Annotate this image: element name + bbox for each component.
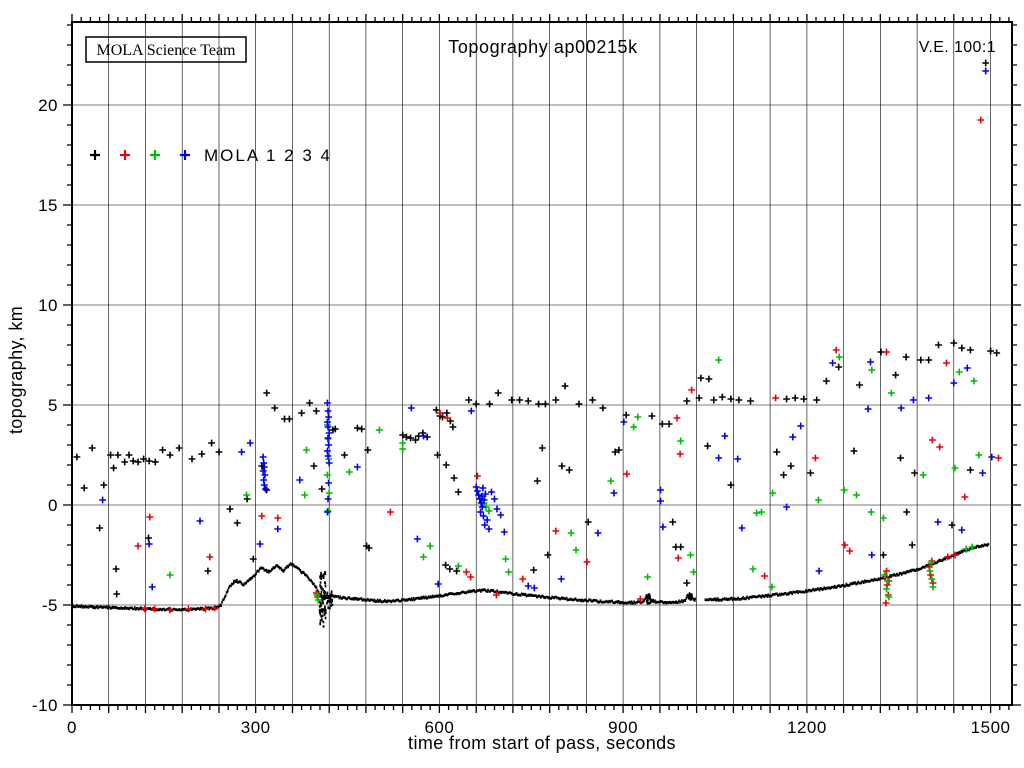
scatter-mola-1 — [73, 59, 1001, 598]
y-tick-label: 20 — [38, 96, 58, 115]
y-tick-label: 0 — [48, 496, 58, 515]
chart-title: Topography ap00215k — [448, 37, 638, 57]
y-tick-label: 15 — [38, 196, 58, 215]
vertical-exaggeration-label: V.E. 100:1 — [919, 39, 996, 56]
legend-marker-mola-4 — [180, 150, 190, 160]
legend-label: MOLA 1 2 3 4 — [204, 146, 332, 165]
team-credit-box: MOLA Science Team — [85, 36, 247, 63]
y-tick-label: 5 — [48, 396, 58, 415]
team-label: MOLA Science Team — [97, 42, 237, 59]
legend-marker-mola-2 — [120, 150, 130, 160]
x-tick-label: 1500 — [971, 718, 1011, 737]
axis-ticks — [63, 14, 1021, 713]
frame-rect — [71, 21, 1013, 706]
scatter-mola-4 — [99, 67, 996, 592]
data-layer — [72, 59, 1002, 628]
team-box-border — [85, 36, 247, 63]
legend: MOLA 1 2 3 4 — [90, 146, 332, 165]
scatter-mola-2 — [134, 116, 1002, 614]
tick-labels: 0 300 600 900 1200 1500 -10 -5 0 5 10 15 20 — [32, 96, 1011, 737]
x-tick-label: 900 — [608, 718, 638, 737]
plot-frame — [63, 14, 1021, 713]
legend-marker-mola-1 — [90, 150, 100, 160]
y-axis-title: topography, km — [6, 306, 26, 434]
y-tick-label: -10 — [32, 696, 58, 715]
legend-marker-mola-3 — [150, 150, 160, 160]
y-tick-label: -5 — [42, 596, 58, 615]
x-tick-label: 0 — [67, 718, 77, 737]
x-tick-label: 300 — [241, 718, 271, 737]
x-axis-title: time from start of pass, seconds — [408, 733, 676, 753]
y-tick-label: 10 — [38, 296, 58, 315]
x-tick-label: 600 — [424, 718, 454, 737]
x-tick-label: 1200 — [787, 718, 827, 737]
